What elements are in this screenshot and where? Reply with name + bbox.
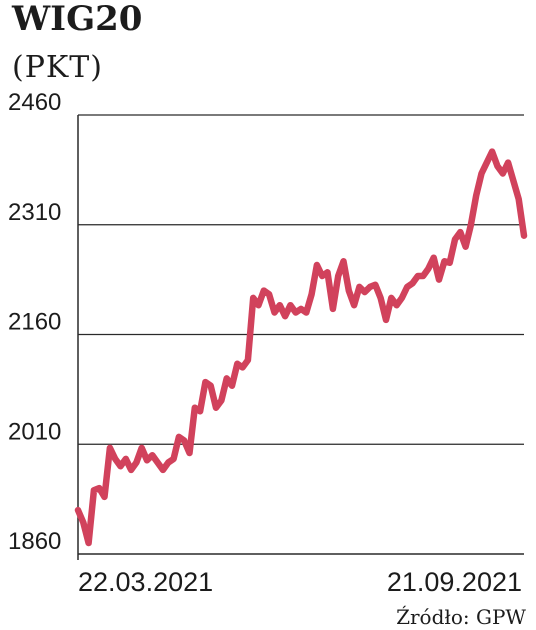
chart-title: WIG20 (11, 0, 142, 39)
series-layer (74, 148, 528, 547)
source-label: Źródło: GPW (396, 605, 526, 629)
y-tick-label: 2160 (8, 309, 61, 336)
y-tick-label: 2010 (8, 418, 61, 445)
y-tick-label: 1860 (8, 528, 61, 555)
y-tick-label: 2310 (8, 199, 61, 226)
x-end-label: 21.09.2021 (387, 567, 522, 597)
axes (77, 115, 524, 560)
series-line (74, 148, 528, 547)
chart-unit: (PKT) (12, 50, 103, 85)
text-layer: WIG20 (PKT) 22.03.2021 21.09.2021 Źródło… (8, 0, 526, 629)
gridlines (78, 114, 524, 445)
x-start-label: 22.03.2021 (78, 567, 213, 597)
y-tick-label: 2460 (8, 89, 61, 116)
